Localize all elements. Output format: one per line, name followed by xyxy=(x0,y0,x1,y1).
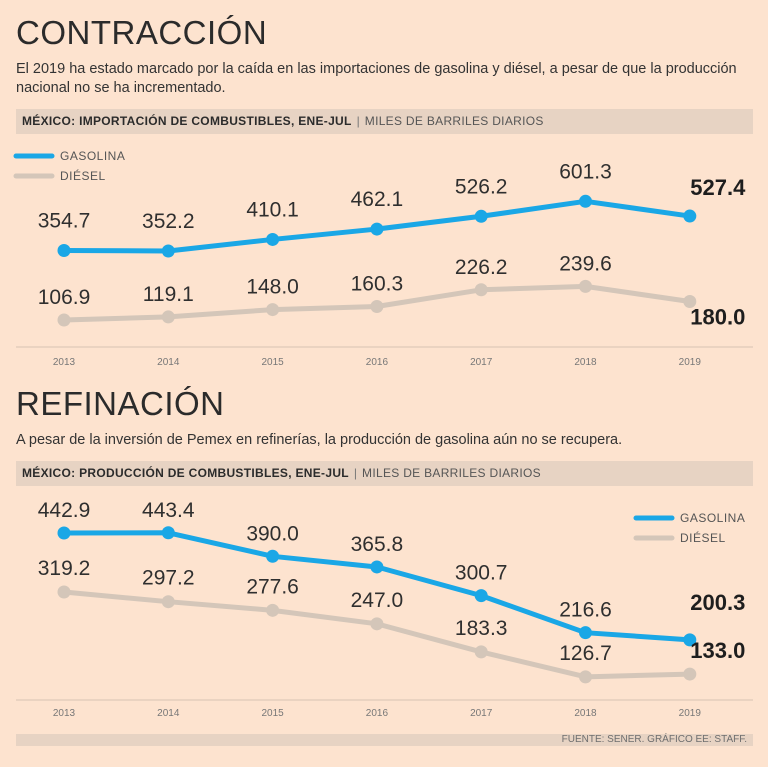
x-tick-label: 2015 xyxy=(261,708,284,719)
x-tick-label: 2014 xyxy=(157,708,180,719)
data-point-gasolina xyxy=(474,209,488,223)
data-point-gasolina xyxy=(161,526,175,540)
data-point-gasolina xyxy=(579,194,592,208)
data-label-gasolina: 601.3 xyxy=(559,160,612,183)
data-label-diesel: 247.0 xyxy=(351,589,404,612)
data-label-gasolina: 442.9 xyxy=(38,499,91,522)
data-point-diesel xyxy=(266,303,280,317)
section-title-refinacion: REFINACIÓN xyxy=(16,385,225,422)
data-point-diesel xyxy=(579,279,592,293)
importacion-line-chart: 2013 2014 2015 2016 2017 2018 2019 354.7 352.2 41… xyxy=(13,149,753,368)
data-label-diesel: 119.1 xyxy=(143,283,194,306)
x-tick-label: 2019 xyxy=(679,357,702,368)
data-point-diesel xyxy=(474,283,488,297)
data-label-diesel: 297.2 xyxy=(142,567,195,590)
data-point-gasolina xyxy=(474,589,488,603)
source-footer: FUENTE: SENER. GRÁFICO EE: STAFF. xyxy=(16,734,753,746)
data-label-gasolina: 390.0 xyxy=(246,522,299,545)
data-point-diesel xyxy=(683,294,697,308)
chart-header-unit: MILES DE BARRILES DIARIOS xyxy=(364,114,544,128)
data-point-gasolina xyxy=(683,209,697,223)
data-label-diesel: 126.7 xyxy=(559,642,612,665)
chart-header-produccion: MÉXICO: PRODUCCIÓN DE COMBUSTIBLES, ENE-… xyxy=(16,461,753,486)
section-title-contraccion: CONTRACCIÓN xyxy=(16,14,268,51)
data-point-diesel xyxy=(683,667,697,681)
data-point-gasolina xyxy=(57,244,71,257)
x-tick-label: 2017 xyxy=(470,357,493,368)
x-tick-label: 2017 xyxy=(470,708,493,719)
data-label-gasolina: 443.4 xyxy=(142,499,195,522)
data-label-diesel: 106.9 xyxy=(38,286,91,309)
data-label-diesel: 180.0 xyxy=(690,304,745,329)
data-label-gasolina: 200.3 xyxy=(690,590,745,615)
data-point-diesel xyxy=(161,310,175,324)
data-point-diesel xyxy=(579,670,592,684)
data-point-gasolina xyxy=(683,633,697,647)
data-point-gasolina xyxy=(161,244,175,258)
data-label-gasolina: 365.8 xyxy=(351,533,404,556)
data-label-gasolina: 410.1 xyxy=(246,198,299,221)
data-point-gasolina xyxy=(370,222,384,236)
data-label-gasolina: 352.2 xyxy=(142,210,195,233)
data-point-diesel xyxy=(57,585,71,599)
data-label-diesel: 226.2 xyxy=(455,256,508,279)
x-tick-label: 2018 xyxy=(574,357,597,368)
legend-label-gasolina: GASOLINA xyxy=(60,149,125,163)
data-label-diesel: 319.2 xyxy=(38,557,91,580)
data-label-gasolina: 526.2 xyxy=(455,175,508,198)
data-point-diesel xyxy=(474,645,488,659)
data-point-gasolina xyxy=(266,549,280,563)
data-label-diesel: 160.3 xyxy=(351,272,404,295)
legend-label-diesel: DIÉSEL xyxy=(680,530,726,545)
x-tick-label: 2014 xyxy=(157,357,180,368)
data-label-diesel: 183.3 xyxy=(455,617,508,640)
x-tick-label: 2015 xyxy=(261,357,284,368)
x-tick-label: 2013 xyxy=(53,708,76,719)
data-label-gasolina: 527.4 xyxy=(690,175,746,200)
data-label-diesel: 133.0 xyxy=(690,638,745,663)
data-point-diesel xyxy=(370,299,384,313)
legend-label-gasolina: GASOLINA xyxy=(680,511,745,525)
data-point-diesel xyxy=(266,603,280,617)
chart-header-title: MÉXICO: IMPORTACIÓN DE COMBUSTIBLES, ENE… xyxy=(22,114,352,128)
data-label-diesel: 277.6 xyxy=(246,575,299,598)
data-point-gasolina xyxy=(266,232,280,246)
x-tick-label: 2019 xyxy=(679,708,702,719)
header-separator: | xyxy=(353,466,358,480)
data-point-gasolina xyxy=(57,526,71,540)
x-tick-label: 2016 xyxy=(366,708,389,719)
data-point-diesel xyxy=(370,617,384,631)
data-label-diesel: 239.6 xyxy=(559,252,612,275)
x-tick-label: 2013 xyxy=(53,357,76,368)
x-tick-label: 2018 xyxy=(574,708,597,719)
x-tick-label: 2016 xyxy=(366,357,389,368)
legend-label-diesel: DIÉSEL xyxy=(60,168,106,183)
header-separator: | xyxy=(356,114,360,128)
produccion-line-chart: 2013 2014 2015 2016 2017 2018 2019 442.9 443.4 39… xyxy=(16,499,753,719)
section-subtitle-refinacion: A pesar de la inversión de Pemex en refi… xyxy=(16,432,623,448)
chart-header-unit: MILES DE BARRILES DIARIOS xyxy=(362,466,541,480)
data-point-gasolina xyxy=(370,560,384,574)
chart-header-title: MÉXICO: PRODUCCIÓN DE COMBUSTIBLES, ENE-… xyxy=(22,466,349,480)
data-label-gasolina: 462.1 xyxy=(351,188,404,211)
chart-header-importacion: MÉXICO: IMPORTACIÓN DE COMBUSTIBLES, ENE… xyxy=(16,109,753,134)
data-point-diesel xyxy=(161,595,175,609)
data-label-gasolina: 354.7 xyxy=(38,210,91,233)
data-label-gasolina: 216.6 xyxy=(559,599,612,622)
section-subtitle-contraccion: El 2019 ha estado marcado por la caída e… xyxy=(16,61,737,96)
data-point-gasolina xyxy=(579,626,592,640)
data-label-diesel: 148.0 xyxy=(246,276,299,299)
data-label-gasolina: 300.7 xyxy=(455,562,508,585)
data-point-diesel xyxy=(57,313,71,327)
